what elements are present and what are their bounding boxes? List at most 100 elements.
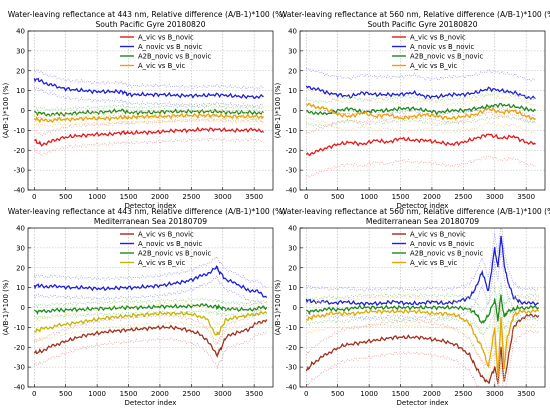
series-lower-bound bbox=[306, 116, 536, 134]
chart-title: Water-leaving reflectance at 443 nm, Rel… bbox=[8, 10, 286, 19]
x-tick-label: 1500 bbox=[392, 390, 410, 398]
legend-label: A_vic vs B_vic bbox=[410, 259, 458, 267]
x-tick-label: 2000 bbox=[423, 390, 441, 398]
x-tick-label: 1000 bbox=[88, 390, 106, 398]
x-tick-label: 3000 bbox=[486, 193, 504, 201]
series-upper-bound bbox=[34, 297, 268, 309]
series-lower-bound bbox=[34, 309, 268, 321]
x-tick-label: 2500 bbox=[454, 193, 472, 201]
y-tick-label: -30 bbox=[286, 364, 297, 372]
y-tick-label: 10 bbox=[16, 87, 25, 95]
y-tick-label: 20 bbox=[288, 67, 297, 75]
y-tick-label: 0 bbox=[21, 107, 25, 115]
chart-subtitle: South Pacific Gyre 20180820 bbox=[95, 20, 205, 29]
series-line-4 bbox=[34, 112, 265, 124]
y-tick-label: 0 bbox=[293, 304, 297, 312]
x-tick-label: 3500 bbox=[517, 193, 535, 201]
legend-label: A_novic vs B_novic bbox=[138, 240, 202, 248]
x-tick-label: 1500 bbox=[120, 193, 138, 201]
y-tick-label: 40 bbox=[288, 28, 297, 36]
x-tick-label: 3500 bbox=[517, 390, 535, 398]
plot-series-group bbox=[33, 255, 268, 370]
y-tick-label: -30 bbox=[286, 167, 297, 175]
series-upper-bound bbox=[306, 294, 540, 363]
series-line-1 bbox=[33, 319, 268, 359]
y-tick-label: -20 bbox=[14, 147, 25, 155]
legend-label: A_vic vs B_novic bbox=[410, 34, 466, 42]
y-tick-label: 20 bbox=[16, 67, 25, 75]
y-tick-label: 30 bbox=[288, 244, 297, 252]
y-tick-label: 30 bbox=[16, 47, 25, 55]
legend-label: A_novic vs B_novic bbox=[138, 43, 202, 51]
y-tick-label: 40 bbox=[288, 225, 297, 233]
legend-label: A_vic vs B_vic bbox=[410, 62, 458, 70]
series-lower-bound bbox=[306, 322, 540, 387]
legend-label: A_vic vs B_vic bbox=[138, 62, 186, 70]
y-axis-label: (A/B-1)*100 (%) bbox=[2, 82, 10, 138]
y-tick-label: -30 bbox=[14, 167, 25, 175]
x-axis-label: Detector index bbox=[125, 399, 177, 407]
series-line-2 bbox=[33, 264, 268, 299]
series-upper-bound bbox=[305, 297, 540, 369]
chart-subtitle: Mediterranean Sea 20180709 bbox=[94, 217, 207, 226]
legend-label: A2B_novic vs B_novic bbox=[410, 53, 483, 61]
x-tick-label: 0 bbox=[32, 390, 36, 398]
x-tick-label: 500 bbox=[59, 193, 72, 201]
series-upper-bound bbox=[306, 91, 536, 104]
y-tick-label: 0 bbox=[21, 304, 25, 312]
chart-panel-2: Water-leaving reflectance at 560 nm, Rel… bbox=[274, 10, 550, 210]
y-tick-label: -10 bbox=[286, 324, 297, 332]
x-axis-label: Detector index bbox=[125, 202, 177, 210]
legend-label: A2B_novic vs B_novic bbox=[138, 53, 211, 61]
x-tick-label: 2500 bbox=[182, 390, 200, 398]
y-axis-label: (A/B-1)*100 (%) bbox=[274, 82, 282, 138]
series-lower-bound bbox=[306, 155, 536, 178]
y-tick-label: 40 bbox=[16, 225, 25, 233]
chart-subtitle: Mediterranean Sea 20180709 bbox=[366, 217, 479, 226]
x-tick-label: 0 bbox=[32, 193, 36, 201]
chart-title: Water-leaving reflectance at 560 nm, Rel… bbox=[280, 10, 550, 19]
series-line-4 bbox=[306, 102, 537, 121]
y-tick-label: 30 bbox=[16, 244, 25, 252]
y-tick-label: 30 bbox=[288, 47, 297, 55]
series-line-3 bbox=[34, 303, 268, 316]
legend-label: A_vic vs B_novic bbox=[138, 231, 194, 239]
y-tick-label: 10 bbox=[16, 284, 25, 292]
x-tick-label: 1000 bbox=[360, 193, 378, 201]
plot-series-group bbox=[305, 228, 540, 387]
chart-panel-1: Water-leaving reflectance at 443 nm, Rel… bbox=[2, 10, 285, 210]
x-tick-label: 3000 bbox=[214, 193, 232, 201]
x-tick-label: 0 bbox=[304, 193, 308, 201]
plot-frame bbox=[27, 30, 274, 191]
y-tick-label: 10 bbox=[288, 284, 297, 292]
x-tick-label: 2500 bbox=[182, 193, 200, 201]
x-tick-label: 1500 bbox=[120, 390, 138, 398]
y-tick-label: 20 bbox=[288, 264, 297, 272]
series-upper-bound bbox=[34, 307, 268, 346]
series-upper-bound bbox=[306, 89, 536, 107]
x-tick-label: 3500 bbox=[245, 193, 263, 201]
chart-subtitle: South Pacific Gyre 20180820 bbox=[367, 20, 477, 29]
y-tick-label: -40 bbox=[286, 384, 297, 392]
x-axis-label: Detector index bbox=[397, 399, 449, 407]
y-tick-label: -30 bbox=[14, 364, 25, 372]
x-axis-label: Detector index bbox=[397, 202, 449, 210]
chart-title: Water-leaving reflectance at 560 nm, Rel… bbox=[280, 207, 550, 216]
plot-series-group bbox=[305, 68, 537, 178]
chart-panel-4: Water-leaving reflectance at 560 nm, Rel… bbox=[274, 207, 550, 407]
y-tick-label: -40 bbox=[286, 187, 297, 195]
legend-label: A_vic vs B_novic bbox=[410, 231, 466, 239]
plot-series-group bbox=[33, 69, 265, 157]
y-tick-label: -20 bbox=[14, 344, 25, 352]
y-tick-label: -20 bbox=[286, 344, 297, 352]
y-axis-label: (A/B-1)*100 (%) bbox=[2, 279, 10, 335]
y-tick-label: 10 bbox=[288, 87, 297, 95]
y-tick-label: -10 bbox=[14, 127, 25, 135]
series-lower-bound bbox=[34, 118, 264, 128]
y-axis-label: (A/B-1)*100 (%) bbox=[274, 279, 282, 335]
legend-label: A2B_novic vs B_novic bbox=[410, 250, 483, 258]
plot-frame bbox=[299, 227, 546, 388]
